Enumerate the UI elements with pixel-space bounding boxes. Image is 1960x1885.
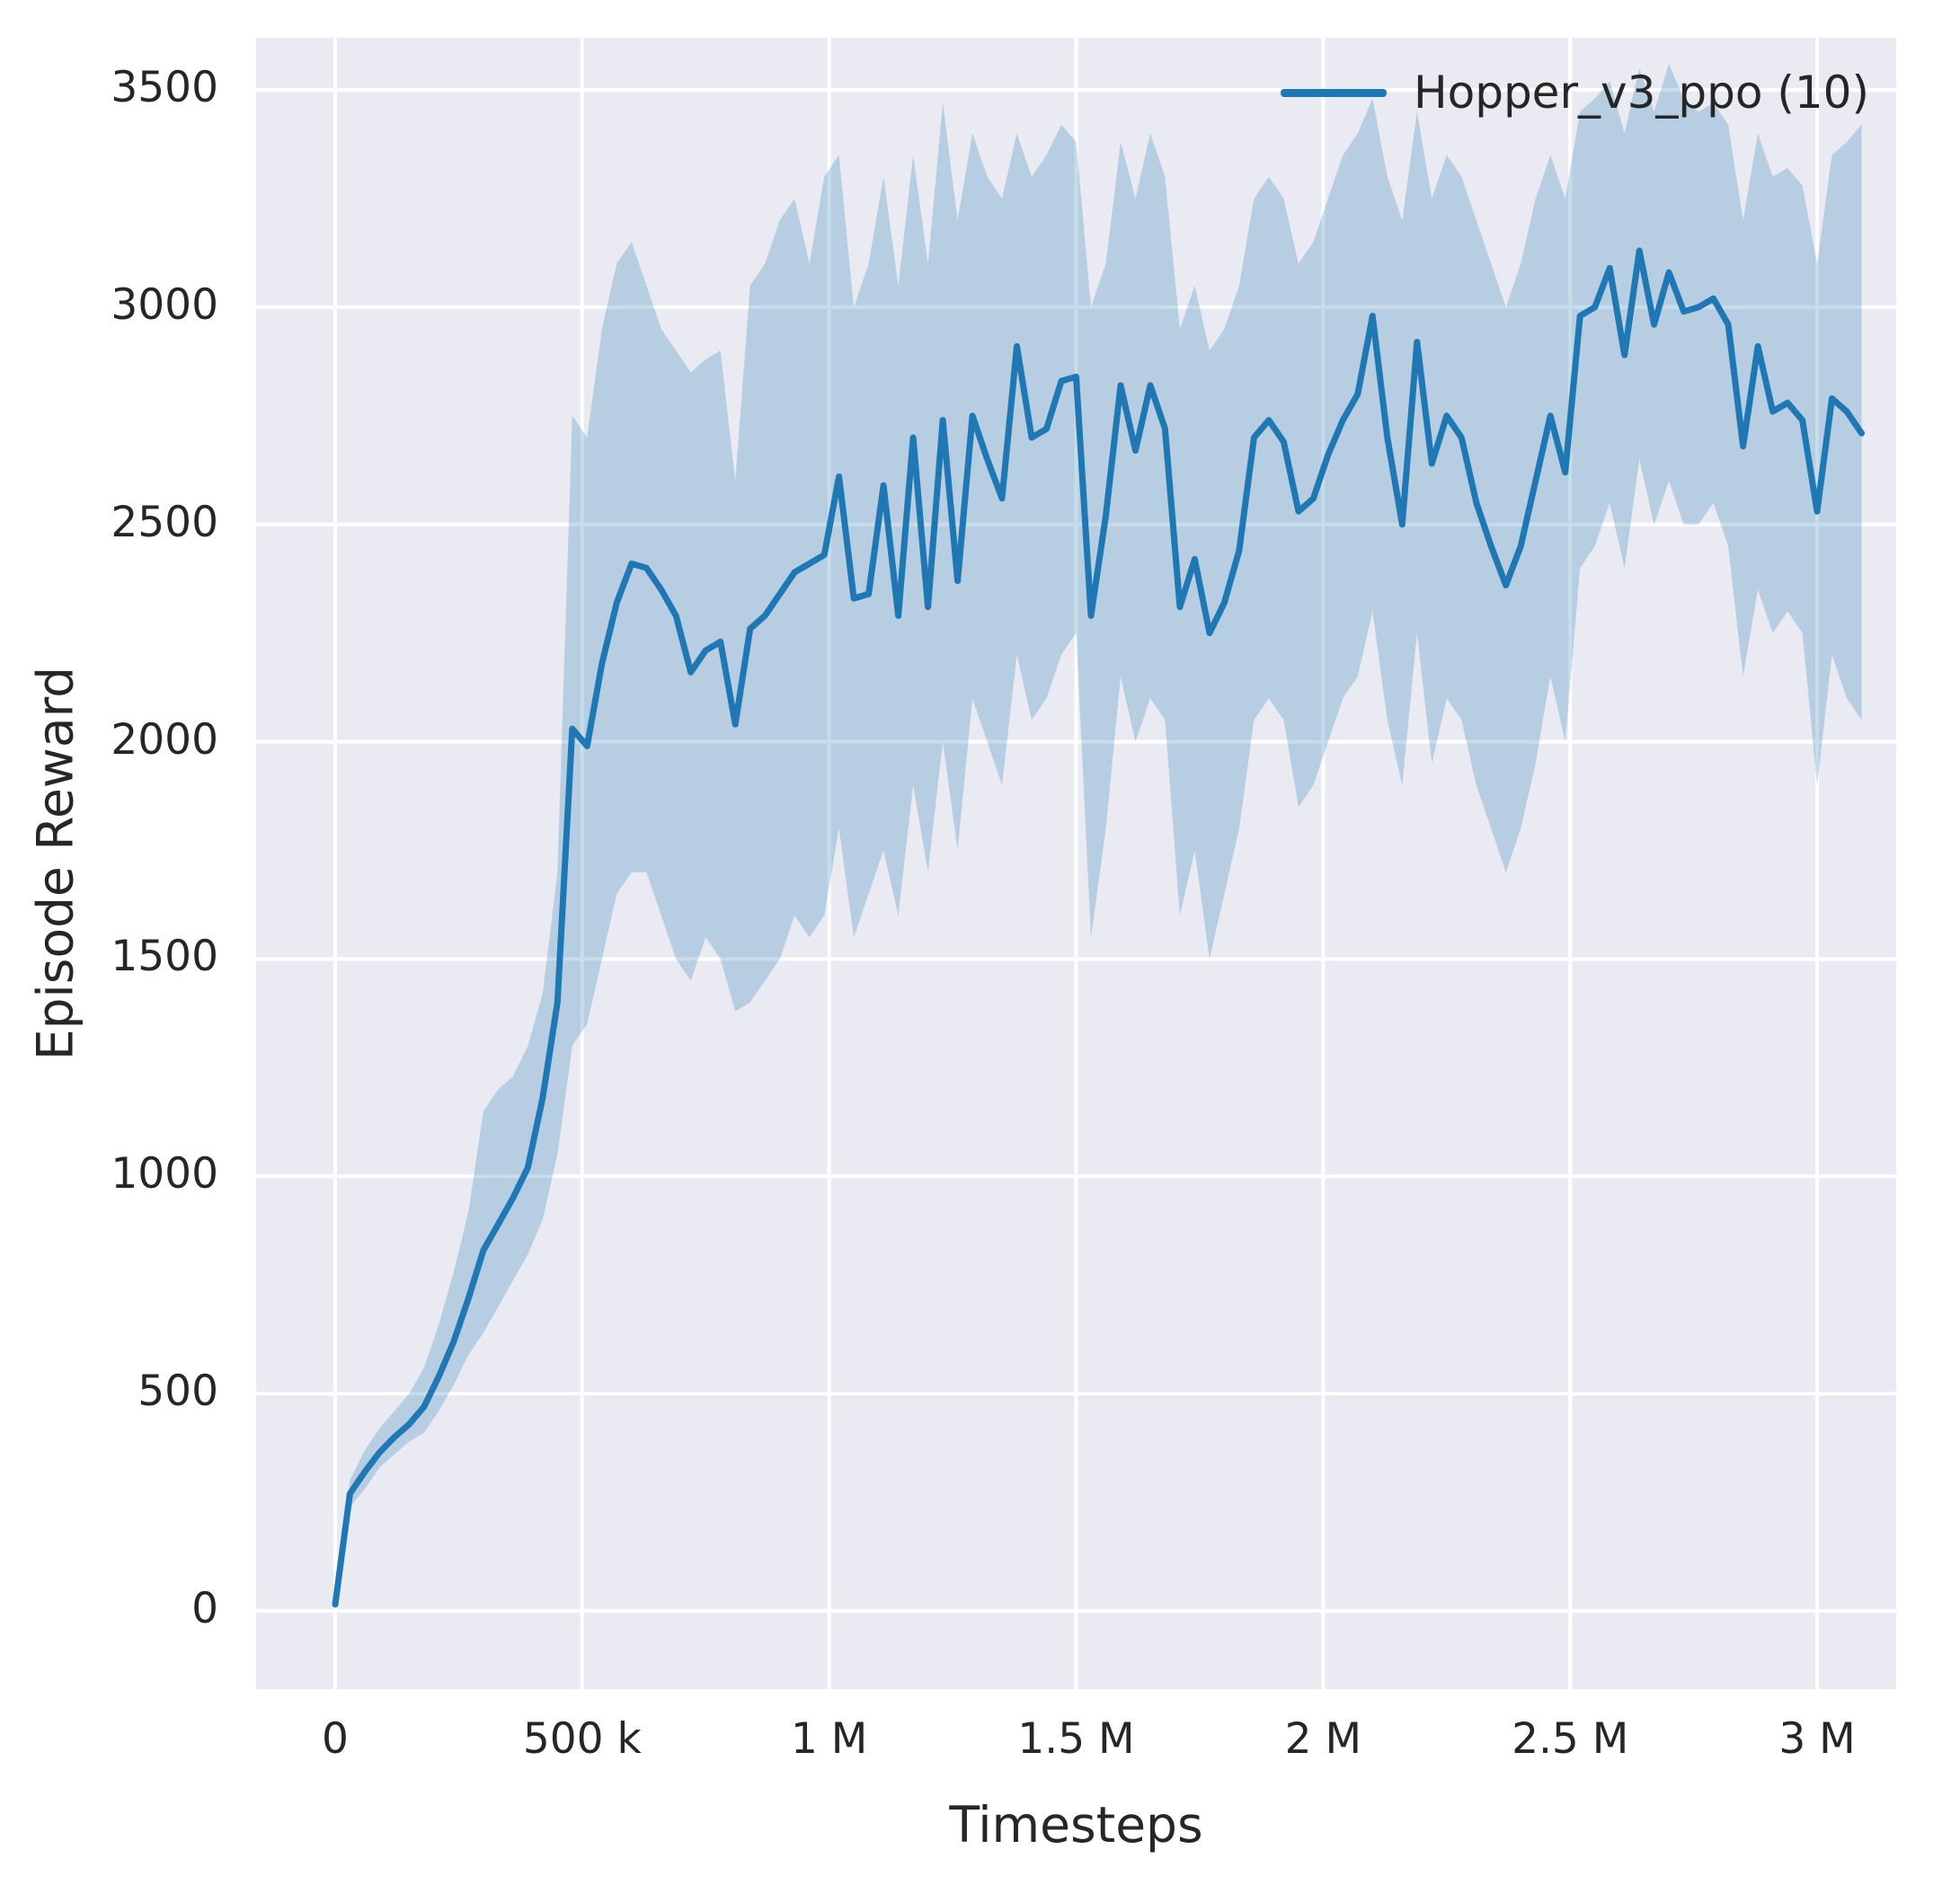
y-tick-label: 1000 — [111, 1149, 218, 1199]
legend-line-swatch — [1281, 88, 1388, 97]
y-tick-label: 3000 — [111, 280, 218, 331]
x-tick-label: 2 M — [1284, 1714, 1362, 1764]
x-tick-label: 1 M — [790, 1714, 868, 1764]
x-tick-label: 0 — [321, 1714, 349, 1764]
y-axis-tick-labels: 0 500 1000 1500 2000 2500 3000 3500 — [0, 0, 238, 1885]
y-tick-label: 0 — [191, 1584, 218, 1634]
y-tick-label: 2500 — [111, 497, 218, 547]
y-tick-label: 500 — [137, 1367, 218, 1417]
y-tick-label: 2000 — [111, 714, 218, 765]
x-axis-label: Timesteps — [949, 1796, 1203, 1854]
legend: Hopper_v3_ppo (10) — [1281, 70, 1869, 115]
y-tick-label: 3500 — [111, 63, 218, 113]
legend-label: Hopper_v3_ppo (10) — [1414, 66, 1869, 119]
x-tick-label: 500 k — [522, 1714, 642, 1764]
confidence-band — [335, 64, 1862, 1609]
reward-mean-line — [332, 247, 1865, 1608]
y-tick-label: 1500 — [111, 932, 218, 982]
x-tick-label: 2.5 M — [1512, 1714, 1629, 1764]
plot-area: Hopper_v3_ppo (10) — [256, 38, 1896, 1689]
x-tick-label: 3 M — [1778, 1714, 1856, 1764]
plot-svg — [256, 38, 1896, 1689]
x-tick-label: 1.5 M — [1017, 1714, 1135, 1764]
